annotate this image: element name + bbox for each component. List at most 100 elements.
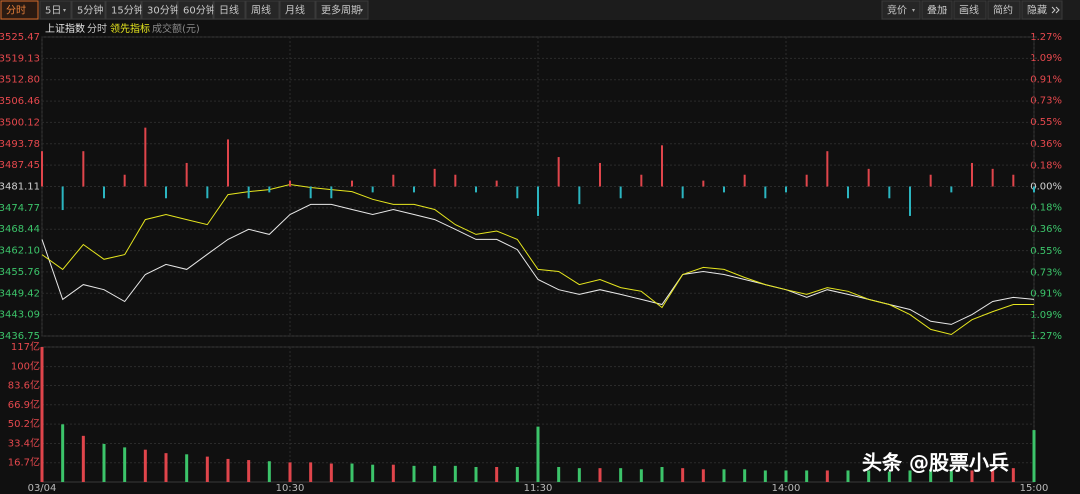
y2-tick-label: 0.18% [1030,160,1062,171]
indicator-bar [743,174,746,187]
y2-tick-label: 1.09% [1030,310,1062,321]
button-bg[interactable] [71,0,106,20]
plot: 3525.47 3519.13 3512.80 3506.46 3500.12 3493.… [0,32,1062,494]
x-tick-label: 14:00 [772,483,801,494]
y2-tick-label: 0.55% [1030,246,1062,257]
volume-bar [164,453,168,482]
volume-bar [433,465,437,482]
button-bg[interactable] [1021,0,1063,20]
toolbar-button[interactable]: 5分钟 [71,0,106,20]
toolbar-button[interactable]: 15分钟 [105,0,144,20]
indicator-bar [392,174,395,187]
indicator-bar [371,186,374,193]
toolbar-button[interactable]: 月线 [279,0,316,20]
button-label[interactable]: 画线 [959,4,979,17]
toolbar-button[interactable]: 画线 [953,0,987,20]
button-bg[interactable] [213,0,246,20]
y2-tick-label: 0.73% [1030,96,1062,107]
button-label[interactable]: 竞价 [887,4,907,17]
indicator-bar [82,151,85,187]
button-label[interactable]: 60分钟 [183,4,216,17]
button-bg[interactable] [987,0,1021,20]
button-bg[interactable] [245,0,280,20]
volume-bar [61,424,65,482]
button-bg[interactable] [39,0,72,20]
toolbar-button[interactable]: 叠加 [921,0,953,20]
button-label[interactable]: 简约 [993,4,1013,17]
dropdown-arrow[interactable] [63,9,66,12]
volume-bar [288,462,292,482]
toolbar-button[interactable]: 竞价 [881,0,921,20]
button-label[interactable]: 叠加 [927,5,947,17]
toolbar-button[interactable]: 简约 [987,0,1021,20]
button-label[interactable]: 隐藏 [1027,5,1047,17]
button-label[interactable]: 分时 [6,5,26,17]
volume-bar [474,467,478,482]
volume-bar [350,463,354,482]
button-bg[interactable] [315,0,369,20]
button-label[interactable]: 15分钟 [111,4,144,17]
y-tick-label: 3474.77 [0,203,40,214]
button-label[interactable]: 5分钟 [77,4,103,17]
y2-tick-label: 0.55% [1030,117,1062,128]
toolbar-button[interactable]: 分时 [0,0,39,20]
toolbar-button[interactable]: 隐藏 [1021,0,1063,20]
button-label[interactable]: 更多周期 [321,4,361,17]
y2-tick-label: 1.09% [1030,53,1062,64]
indicator-bar [103,186,105,199]
indicator-bar [702,180,705,187]
y-tick-label: 3525.47 [0,32,40,43]
toolbar-button[interactable]: 30分钟 [141,0,180,20]
hide-icon[interactable] [1051,6,1060,14]
indicator-bar [495,180,498,187]
volume-bar [805,470,809,482]
indicator-bar [764,186,767,199]
button-bg[interactable] [177,0,214,20]
legend-indicator: 领先指标 [110,22,150,35]
volume-bar [660,467,664,482]
indicator-bar [619,186,622,199]
volume-bar [557,467,561,482]
y-tick-label: 3500.12 [0,117,40,128]
indicator-bar [165,186,167,199]
indicator-bar [516,186,519,199]
button-bg[interactable] [953,0,987,20]
button-label[interactable]: 30分钟 [147,4,180,17]
y-tick-label: 3468.44 [0,224,40,235]
button-bg[interactable] [0,0,39,20]
volume-bar [226,458,230,482]
toolbar-button[interactable]: 60分钟 [177,0,216,20]
button-label[interactable]: 月线 [285,4,305,17]
button-label[interactable]: 日线 [219,4,239,17]
toolbar-button[interactable]: 日线 [213,0,246,20]
indicator-bar [289,180,291,187]
button-bg[interactable] [141,0,178,20]
button-bg[interactable] [279,0,316,20]
price-line [41,183,1034,336]
volume-bar [784,470,788,482]
y-tick-label: 3493.78 [0,139,40,150]
volume-bar [970,470,974,482]
y-tick-label: 3512.80 [0,75,40,86]
button-bg[interactable] [921,0,953,20]
dropdown-arrow[interactable] [360,9,363,12]
legend-mode: 分时 [87,23,107,35]
x-tick-label: 03/04 [28,483,57,494]
button-label[interactable]: 5日 [45,6,61,17]
toolbar-button[interactable]: 更多周期 [315,0,369,20]
dropdown-arrow[interactable] [912,9,915,12]
y2-tick-label: 1.27% [1030,32,1062,43]
button-label[interactable]: 周线 [251,4,271,17]
volume-bar [763,470,767,482]
dropdown-arrow[interactable] [944,9,947,12]
toolbar-button[interactable]: 周线 [245,0,280,20]
volume-bar [681,468,685,482]
toolbar-button[interactable]: 5日 [39,0,72,20]
indicator-bar [1012,174,1015,187]
button-bg[interactable] [105,0,142,20]
indicator-bar [123,174,126,187]
button-bg[interactable] [881,0,921,20]
volume-bar [205,456,209,482]
